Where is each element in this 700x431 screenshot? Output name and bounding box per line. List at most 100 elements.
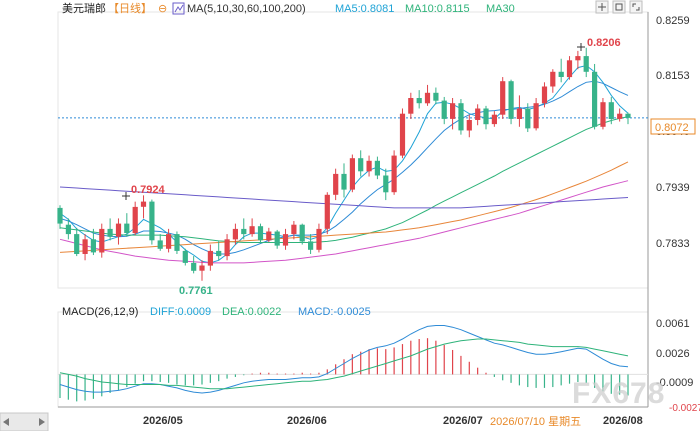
candle-body bbox=[124, 223, 130, 233]
candle bbox=[316, 223, 322, 253]
candle-body bbox=[316, 228, 322, 250]
candle-body bbox=[374, 160, 380, 176]
candle bbox=[391, 150, 397, 195]
macd-tick-label: 0.0026 bbox=[656, 348, 690, 360]
candle-body bbox=[625, 113, 631, 118]
candle-body bbox=[416, 98, 422, 104]
x-tick-label: 2026/08 bbox=[603, 415, 643, 427]
x-tick-label: 2026/06 bbox=[287, 415, 327, 427]
candle-body bbox=[82, 239, 88, 254]
macd-tick-label: 0.0061 bbox=[656, 318, 690, 330]
candle bbox=[166, 228, 172, 253]
high-marker-icon bbox=[577, 43, 585, 51]
macd-title: MACD(26,12,9) bbox=[62, 306, 138, 318]
candle bbox=[274, 229, 280, 249]
candle bbox=[592, 63, 598, 130]
crosshair-date: 2026/07/10 星期五 bbox=[490, 415, 581, 428]
macd-diff-value: DIFF:0.0009 bbox=[150, 306, 211, 318]
candle bbox=[399, 108, 406, 159]
low-price-annotation: 0.7761 bbox=[179, 285, 213, 297]
candle bbox=[99, 223, 105, 258]
candle-body bbox=[383, 175, 389, 193]
candle bbox=[149, 199, 155, 245]
candle-body bbox=[140, 201, 147, 207]
candle-body bbox=[558, 71, 564, 77]
candle-body bbox=[516, 108, 522, 119]
candle-body bbox=[241, 228, 247, 235]
candle bbox=[575, 50, 581, 70]
candle-body bbox=[541, 86, 548, 104]
candle-body bbox=[508, 81, 514, 119]
ma-chart-icon[interactable] bbox=[172, 2, 185, 15]
candle bbox=[257, 223, 264, 244]
candle-body bbox=[483, 108, 489, 125]
candle-body bbox=[433, 92, 439, 101]
ma5-value: MA5:0.8081 bbox=[335, 3, 394, 15]
candle-body bbox=[441, 100, 447, 119]
crosshair-date-badge bbox=[488, 413, 598, 429]
candle bbox=[533, 97, 539, 131]
candle-body bbox=[575, 56, 581, 61]
candle bbox=[625, 112, 631, 125]
candle-body bbox=[232, 228, 238, 240]
ma-params-label[interactable]: MA(5,10,30,60,100,200) bbox=[187, 3, 306, 15]
candle bbox=[583, 47, 589, 78]
moving-average-lines bbox=[59, 64, 629, 264]
candle-body bbox=[391, 155, 397, 193]
scroll-left-button[interactable] bbox=[0, 412, 49, 431]
candle-body bbox=[475, 108, 481, 120]
candle-body bbox=[333, 173, 339, 195]
ma30-value: MA30 bbox=[486, 3, 515, 15]
candle bbox=[308, 234, 314, 254]
candle bbox=[441, 96, 447, 125]
candle bbox=[617, 108, 623, 122]
candle bbox=[416, 90, 422, 109]
price-tick-label: 0.7833 bbox=[656, 238, 690, 250]
candle-body bbox=[349, 158, 355, 190]
candle-body bbox=[266, 231, 272, 241]
candle bbox=[424, 84, 431, 106]
period-label[interactable]: 【日线】 bbox=[108, 1, 152, 15]
candle bbox=[566, 56, 573, 80]
candle-body bbox=[291, 224, 297, 235]
candle bbox=[333, 168, 339, 201]
ma-chart-icon-glyph bbox=[174, 4, 184, 13]
candle bbox=[525, 103, 531, 133]
candle-body bbox=[600, 102, 606, 127]
macd-dea-value: DEA:0.0022 bbox=[222, 306, 281, 318]
expand-tool-icon[interactable] bbox=[629, 0, 643, 14]
candle bbox=[107, 218, 113, 241]
candle bbox=[249, 218, 255, 237]
candle bbox=[82, 234, 88, 261]
candle-body bbox=[358, 158, 364, 172]
candle bbox=[374, 156, 380, 180]
candle bbox=[241, 218, 247, 240]
candle bbox=[207, 244, 213, 271]
settings-toggle-icon[interactable]: ⊖ bbox=[158, 3, 167, 15]
candle-body bbox=[132, 206, 138, 234]
grid-tool-icon[interactable] bbox=[612, 0, 626, 14]
diff-line bbox=[59, 325, 629, 394]
candle bbox=[299, 223, 305, 245]
candle bbox=[366, 155, 372, 177]
candle bbox=[132, 201, 138, 236]
candle bbox=[383, 168, 389, 201]
candle-body bbox=[566, 60, 573, 78]
candle-body bbox=[207, 250, 213, 266]
candle bbox=[500, 77, 506, 119]
candle-body bbox=[617, 113, 623, 119]
swing-high-annotation: 0.7924 bbox=[131, 184, 166, 196]
candle-body bbox=[608, 102, 614, 119]
candle bbox=[266, 227, 272, 242]
candle-body bbox=[450, 103, 456, 119]
candle bbox=[199, 260, 205, 281]
candle-body bbox=[99, 228, 105, 253]
crosshair-tool-icon[interactable] bbox=[595, 0, 609, 14]
candle-body bbox=[466, 120, 472, 131]
candle bbox=[408, 92, 414, 119]
candle bbox=[475, 104, 481, 126]
candle-body bbox=[550, 71, 556, 87]
candle-body bbox=[257, 226, 264, 241]
macd-hist-value: MACD:-0.0025 bbox=[298, 306, 371, 318]
